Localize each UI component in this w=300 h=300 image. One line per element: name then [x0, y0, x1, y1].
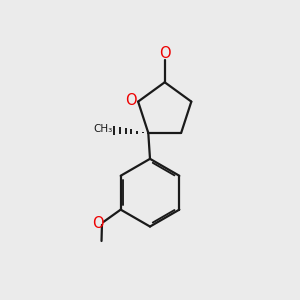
Text: O: O: [125, 93, 136, 108]
Text: O: O: [159, 46, 170, 61]
Text: O: O: [92, 216, 104, 231]
Text: CH₃: CH₃: [94, 124, 113, 134]
